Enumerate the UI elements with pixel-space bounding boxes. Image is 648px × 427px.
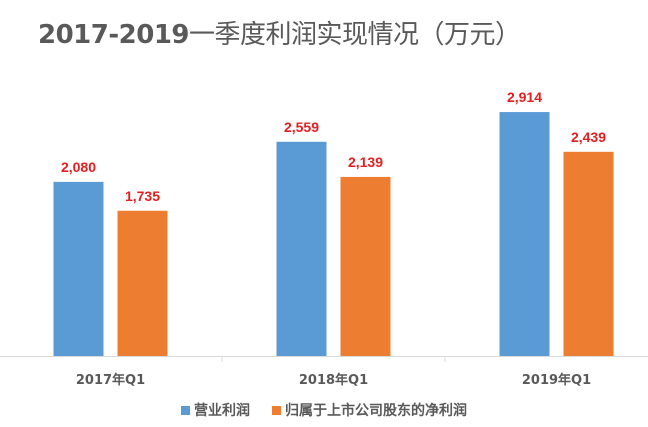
title-text: 一季度利润实现情况（万元） — [189, 20, 521, 50]
value-label: 2,439 — [571, 129, 606, 145]
value-labels-group: 2,080 1,735 2,559 2,139 2,914 2,439 — [61, 89, 606, 204]
value-label: 2,080 — [61, 159, 96, 175]
chart-title: 2017-2019一季度利润实现情况（万元） — [38, 14, 521, 51]
title-years: 2017-2019 — [38, 20, 190, 50]
value-label: 2,139 — [348, 154, 383, 170]
x-tick-label: 2017年Q1 — [76, 372, 145, 388]
x-tick-label: 2018年Q1 — [299, 372, 368, 388]
bar-net-profit-2019 — [563, 151, 614, 356]
legend-label: 归属于上市公司股东的净利润 — [285, 403, 467, 419]
x-axis-labels: 2017年Q1 2018年Q1 2019年Q1 — [76, 372, 591, 388]
value-label: 2,559 — [284, 119, 319, 135]
bar-operating-profit-2019 — [499, 112, 550, 356]
value-label: 1,735 — [125, 188, 160, 204]
legend: 营业利润 归属于上市公司股东的净利润 — [0, 400, 648, 420]
x-axis-ticks — [221, 356, 446, 362]
legend-item-operating-profit: 营业利润 — [181, 400, 250, 420]
x-tick-label: 2019年Q1 — [522, 372, 591, 388]
bar-net-profit-2018 — [340, 176, 391, 356]
legend-label: 营业利润 — [194, 403, 250, 419]
legend-item-net-profit: 归属于上市公司股东的净利润 — [272, 400, 467, 420]
value-label: 2,914 — [507, 89, 542, 105]
bar-net-profit-2017 — [117, 210, 168, 356]
legend-swatch-orange — [272, 405, 281, 415]
legend-swatch-blue — [181, 405, 190, 415]
bar-operating-profit-2018 — [276, 141, 327, 356]
bars-group — [53, 112, 614, 356]
bar-operating-profit-2017 — [53, 181, 104, 356]
